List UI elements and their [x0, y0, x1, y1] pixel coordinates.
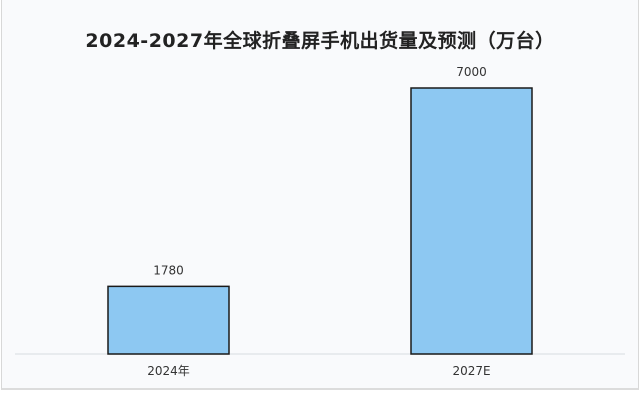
chart-title: 2024-2027年全球折叠屏手机出货量及预测（万台） — [85, 30, 555, 52]
bar-2024年 — [107, 285, 230, 355]
bar-2027E — [410, 87, 533, 355]
data-label: 7000 — [456, 65, 487, 79]
data-label: 1780 — [153, 263, 184, 277]
x-tick-label: 2027E — [452, 364, 490, 378]
x-tick-label: 2024年 — [147, 364, 190, 378]
